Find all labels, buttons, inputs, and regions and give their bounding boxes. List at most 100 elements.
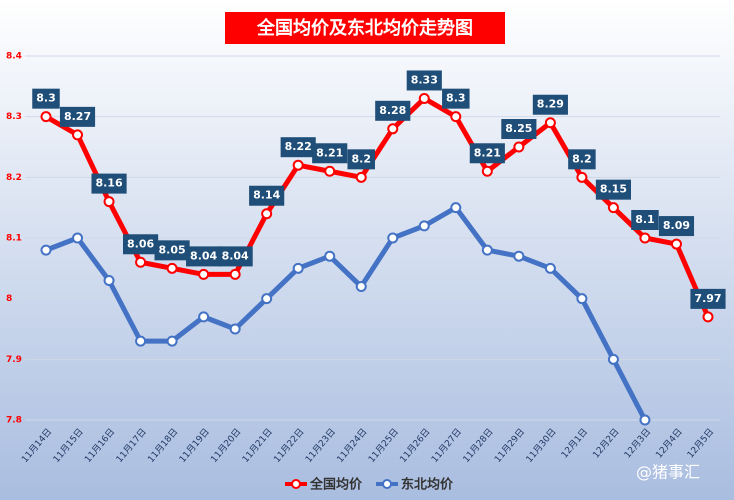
- watermark: @猪事汇: [636, 463, 700, 482]
- data-label-bg: [280, 137, 316, 158]
- point-marker: [135, 335, 147, 347]
- point-marker: [261, 293, 273, 305]
- data-label: 8.2: [347, 149, 375, 170]
- data-label-bg: [658, 216, 695, 237]
- data-label-text: 8.09: [663, 219, 690, 232]
- data-label-bg: [595, 179, 631, 200]
- data-label: 8.16: [91, 173, 127, 194]
- point-marker: [324, 165, 336, 177]
- point-marker: [418, 220, 430, 232]
- point-marker: [513, 250, 525, 262]
- data-label: 7.97: [690, 288, 726, 309]
- y-tick-label: 7.8: [6, 416, 22, 426]
- point-marker: [292, 262, 304, 274]
- point-marker: [166, 262, 178, 274]
- point-marker: [544, 117, 556, 129]
- point-marker: [544, 262, 556, 274]
- data-label-text: 8.06: [127, 237, 154, 250]
- point-marker: [229, 323, 241, 335]
- point-marker: [103, 196, 115, 208]
- point-marker: [40, 111, 52, 123]
- data-label: 8.3: [32, 88, 60, 109]
- data-label-bg: [501, 119, 537, 139]
- data-label-text: 8.15: [600, 183, 627, 196]
- point-marker: [166, 335, 178, 347]
- title-box: [225, 12, 505, 44]
- data-label: 8.27: [59, 106, 96, 127]
- data-label: 8.04: [217, 246, 253, 267]
- point-marker: [670, 238, 682, 250]
- data-label: 8.1: [631, 210, 659, 230]
- legend-label: 全国均价: [309, 477, 363, 493]
- data-label-bg: [690, 288, 726, 309]
- data-label-bg: [32, 88, 60, 109]
- data-label-text: 8.28: [379, 104, 406, 117]
- data-label-text: 8.27: [64, 110, 91, 123]
- data-label-text: 8.21: [474, 146, 501, 159]
- data-label-bg: [532, 94, 568, 115]
- point-marker: [355, 171, 367, 183]
- legend-marker: [291, 479, 301, 489]
- data-label-text: 8.33: [411, 73, 438, 86]
- data-label-text: 8.04: [190, 249, 217, 262]
- point-marker: [40, 244, 52, 256]
- data-label: 8.3: [442, 88, 470, 109]
- point-marker: [229, 268, 241, 280]
- point-marker: [450, 202, 462, 214]
- point-marker: [607, 353, 619, 365]
- point-marker: [576, 171, 588, 183]
- data-label: 8.05: [154, 240, 190, 261]
- data-label-bg: [469, 143, 505, 164]
- point-marker: [576, 293, 588, 305]
- point-marker: [135, 256, 147, 268]
- data-label-bg: [186, 246, 222, 267]
- data-label: 8.2: [568, 149, 596, 170]
- legend-marker: [382, 479, 393, 489]
- y-tick-label: 8.4: [6, 52, 22, 62]
- y-tick-label: 7.9: [6, 355, 22, 365]
- data-label-bg: [59, 106, 96, 127]
- point-marker: [639, 232, 651, 244]
- data-label: 8.15: [595, 179, 631, 200]
- point-marker: [72, 232, 84, 244]
- data-label-bg: [91, 173, 127, 194]
- data-label: 8.14: [249, 185, 285, 206]
- data-label: 8.21: [469, 143, 505, 164]
- data-label-text: 8.04: [222, 249, 249, 262]
- data-label-text: 8.2: [572, 152, 592, 165]
- data-label-text: 8.05: [159, 243, 186, 256]
- point-marker: [387, 123, 399, 135]
- point-marker: [387, 232, 399, 244]
- data-label-text: 8.14: [253, 189, 280, 202]
- point-marker: [702, 311, 714, 323]
- chart-title: 全国均价及东北均价走势图: [256, 17, 473, 39]
- point-marker: [418, 92, 430, 104]
- data-label-text: 8.29: [537, 98, 564, 111]
- data-label: 8.21: [312, 143, 348, 164]
- y-tick-label: 8: [6, 294, 12, 304]
- data-label-text: 8.21: [316, 146, 343, 159]
- point-marker: [481, 165, 493, 177]
- data-label-text: 8.25: [505, 122, 532, 135]
- point-marker: [324, 250, 336, 262]
- data-label-bg: [375, 100, 411, 121]
- data-label-text: 8.3: [446, 92, 466, 105]
- data-label-bg: [123, 234, 159, 255]
- data-label: 8.04: [186, 246, 222, 267]
- data-label: 8.09: [658, 216, 695, 237]
- point-marker: [261, 208, 273, 220]
- data-label-bg: [312, 143, 348, 164]
- data-label: 8.33: [406, 70, 442, 91]
- point-marker: [607, 202, 619, 214]
- data-label: 8.28: [375, 100, 411, 121]
- data-label-text: 8.16: [95, 177, 122, 190]
- point-marker: [639, 414, 651, 426]
- point-marker: [198, 311, 210, 323]
- data-label-text: 8.22: [285, 140, 312, 153]
- point-marker: [72, 129, 84, 141]
- data-label-bg: [406, 70, 442, 91]
- data-label: 8.29: [532, 94, 568, 115]
- point-marker: [355, 281, 367, 293]
